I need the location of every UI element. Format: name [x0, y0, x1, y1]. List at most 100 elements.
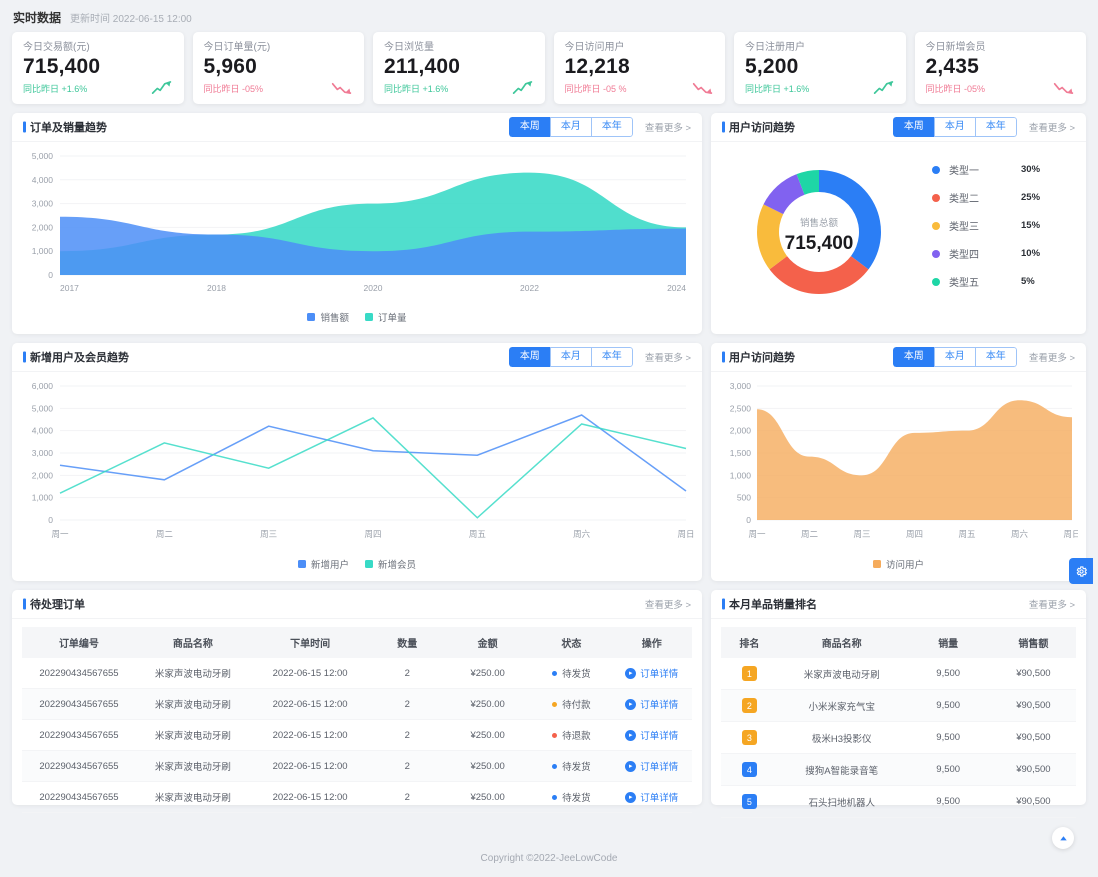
order-detail-link[interactable]: ▸ 订单详情	[625, 790, 678, 804]
stat-card-comparison: 同比昨日 -05%	[925, 84, 986, 94]
cell-status: 待发货	[531, 781, 612, 813]
cell-product: 米家声波电动牙刷	[135, 658, 250, 689]
stat-card-label: 今日访问用户	[564, 42, 625, 53]
range-tabs-visit-area[interactable]: 本周 本月 本年	[892, 347, 1017, 367]
panel-body-ranking: 排名 商品名称 销量 销售额 1 米家声波电动牙刷 9,500 ¥90,500 2 小米米家充气…	[711, 619, 1086, 818]
panel-order-trend: 订单及销量趋势 本周 本月 本年 查看更多 > 0 1,000 2,000 3,000…	[12, 113, 702, 334]
x-axis-tick-label: 周一	[748, 529, 766, 539]
cell-rank: 5	[721, 785, 778, 818]
legend-item[interactable]: 新增会员	[365, 557, 416, 571]
footer: Copyright ©2022-JeeLowCode	[0, 839, 1098, 877]
tab-year[interactable]: 本年	[974, 117, 1017, 137]
legend-label: 类型三	[949, 222, 979, 233]
cell-qty: 2	[370, 688, 445, 720]
donut-slice[interactable]	[796, 170, 819, 195]
settings-gear-button[interactable]	[1069, 558, 1093, 584]
range-tabs-visit-pie[interactable]: 本周 本月 本年	[892, 117, 1017, 137]
stat-card-footer: 同比昨日 +1.6%	[23, 81, 173, 95]
view-more-link[interactable]: 查看更多 >	[1028, 353, 1075, 364]
tab-year[interactable]: 本年	[974, 347, 1017, 367]
x-axis-tick-label: 周五	[958, 529, 976, 539]
donut-legend-row[interactable]: 类型二 25%	[932, 190, 1086, 205]
back-to-top-button[interactable]	[1052, 827, 1074, 849]
x-axis-tick-label: 周五	[469, 529, 487, 539]
donut-slice[interactable]	[818, 170, 881, 270]
tab-month[interactable]: 本月	[933, 117, 975, 137]
legend-swatch	[307, 313, 316, 321]
tab-month[interactable]: 本月	[933, 347, 975, 367]
stat-card-label: 今日交易额(元)	[23, 42, 90, 53]
stat-card-value: 715,400	[23, 55, 101, 78]
legend-item[interactable]: 订单量	[365, 310, 407, 324]
range-tabs-new-user[interactable]: 本周 本月 本年	[508, 347, 633, 367]
status-badge: 待发货	[552, 790, 591, 804]
chevron-right-icon: ▸	[625, 760, 637, 772]
cell-amount: ¥250.00	[444, 658, 532, 689]
cell-action: ▸ 订单详情	[611, 781, 692, 813]
y-axis-tick-label: 1,500	[730, 448, 752, 458]
tab-week[interactable]: 本周	[892, 117, 934, 137]
legend-label: 类型一	[949, 166, 979, 177]
donut-legend-row[interactable]: 类型五 5%	[932, 274, 1086, 289]
tab-month[interactable]: 本月	[549, 117, 591, 137]
x-axis-tick-label: 2022	[520, 283, 539, 293]
arrow-up-icon	[1059, 835, 1067, 840]
legend-order-trend: 销售额 订单量	[18, 308, 696, 330]
view-more-link[interactable]: 查看更多 >	[644, 123, 691, 134]
view-more-link[interactable]: 查看更多 >	[1028, 600, 1075, 611]
chevron-right-icon: ▸	[625, 667, 637, 679]
table-row: 202290434567655 米家声波电动牙刷 2022-06-15 12:00 2…	[22, 688, 692, 720]
donut-slice[interactable]	[762, 174, 805, 215]
area-series-visitors	[757, 400, 1072, 520]
panel-title-ranking: 本月单品销量排名	[722, 596, 817, 612]
order-detail-link[interactable]: ▸ 订单详情	[625, 697, 678, 711]
panel-header-actions: 查看更多 >	[645, 597, 691, 611]
donut-slice[interactable]	[756, 204, 787, 270]
cell-order-no: 202290434567655	[22, 781, 136, 813]
donut-legend-row[interactable]: 类型三 15%	[932, 218, 1086, 233]
legend-label: 销售额	[320, 313, 349, 324]
view-more-link[interactable]: 查看更多 >	[1028, 123, 1075, 134]
legend-item[interactable]: 新增用户	[297, 557, 349, 571]
legend-item[interactable]: 销售额	[307, 310, 349, 324]
chart-visit-area: 0 500 1,000 1,500 2,000 2,500 3,000 周一 周二 周三 周四 周五…	[730, 381, 1081, 539]
legend-percent: 30%	[1021, 164, 1041, 175]
cell-action: ▸ 订单详情	[611, 688, 692, 720]
panel-header-actions: 本周 本月 本年 查看更多 >	[892, 117, 1075, 137]
cell-order-no: 202290434567655	[22, 658, 136, 689]
cell-action: ▸ 订单详情	[611, 719, 692, 751]
donut-center-value: 715,400	[784, 233, 853, 254]
x-axis-tick-label: 2024	[667, 283, 686, 293]
stat-card-value: 5,960	[203, 55, 258, 78]
panel-header-actions: 本周 本月 本年 查看更多 >	[508, 117, 691, 137]
tab-week[interactable]: 本周	[508, 347, 550, 367]
stat-card-footer: 同比昨日 -05%	[926, 81, 1076, 95]
stat-card: 今日访问用户 12,218 同比昨日 -05 %	[553, 32, 725, 104]
cell-order-no: 202290434567655	[22, 719, 136, 751]
tab-week[interactable]: 本周	[892, 347, 934, 367]
legend-item[interactable]: 访问用户	[872, 557, 924, 571]
donut-legend-row[interactable]: 类型一 30%	[932, 162, 1086, 177]
cell-status: 待发货	[531, 750, 612, 782]
tab-month[interactable]: 本月	[549, 347, 591, 367]
order-detail-link[interactable]: ▸ 订单详情	[625, 759, 678, 773]
legend-swatch	[872, 560, 881, 568]
order-detail-link[interactable]: ▸ 订单详情	[625, 728, 678, 742]
stat-card-comparison: 同比昨日 +1.6%	[745, 84, 810, 94]
donut-slice[interactable]	[769, 256, 868, 294]
tab-week[interactable]: 本周	[508, 117, 550, 137]
panel-body-pending: 订单编号 商品名称 下单时间 数量 金额 状态 操作 202290434567655 米家声波…	[12, 619, 702, 813]
view-more-link[interactable]: 查看更多 >	[644, 600, 691, 611]
cell-qty: 2	[370, 719, 445, 751]
y-axis-tick-label: 1,000	[32, 493, 54, 503]
tab-year[interactable]: 本年	[590, 117, 633, 137]
view-more-link[interactable]: 查看更多 >	[644, 353, 691, 364]
x-axis-tick-label: 2020	[364, 283, 383, 293]
tab-year[interactable]: 本年	[590, 347, 633, 367]
order-detail-link[interactable]: ▸ 订单详情	[625, 666, 678, 680]
range-tabs-order-trend[interactable]: 本周 本月 本年	[508, 117, 633, 137]
column-header: 下单时间	[249, 627, 371, 658]
donut-legend-row[interactable]: 类型四 10%	[932, 246, 1086, 261]
cell-amount: ¥250.00	[444, 688, 532, 720]
panel-title-new-user: 新增用户及会员趋势	[23, 349, 129, 365]
